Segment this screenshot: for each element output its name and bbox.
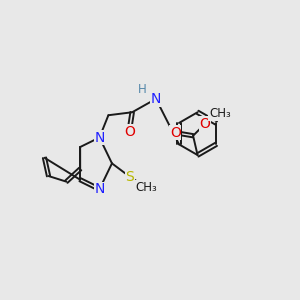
Text: H: H	[138, 83, 147, 97]
Text: O: O	[170, 126, 181, 140]
Text: O: O	[200, 117, 210, 131]
Text: N: N	[94, 182, 105, 196]
Text: CH₃: CH₃	[135, 181, 157, 194]
Text: O: O	[124, 124, 135, 139]
Text: CH₃: CH₃	[209, 107, 231, 120]
Text: N: N	[151, 92, 161, 106]
Text: S: S	[125, 170, 134, 184]
Text: N: N	[94, 130, 105, 145]
